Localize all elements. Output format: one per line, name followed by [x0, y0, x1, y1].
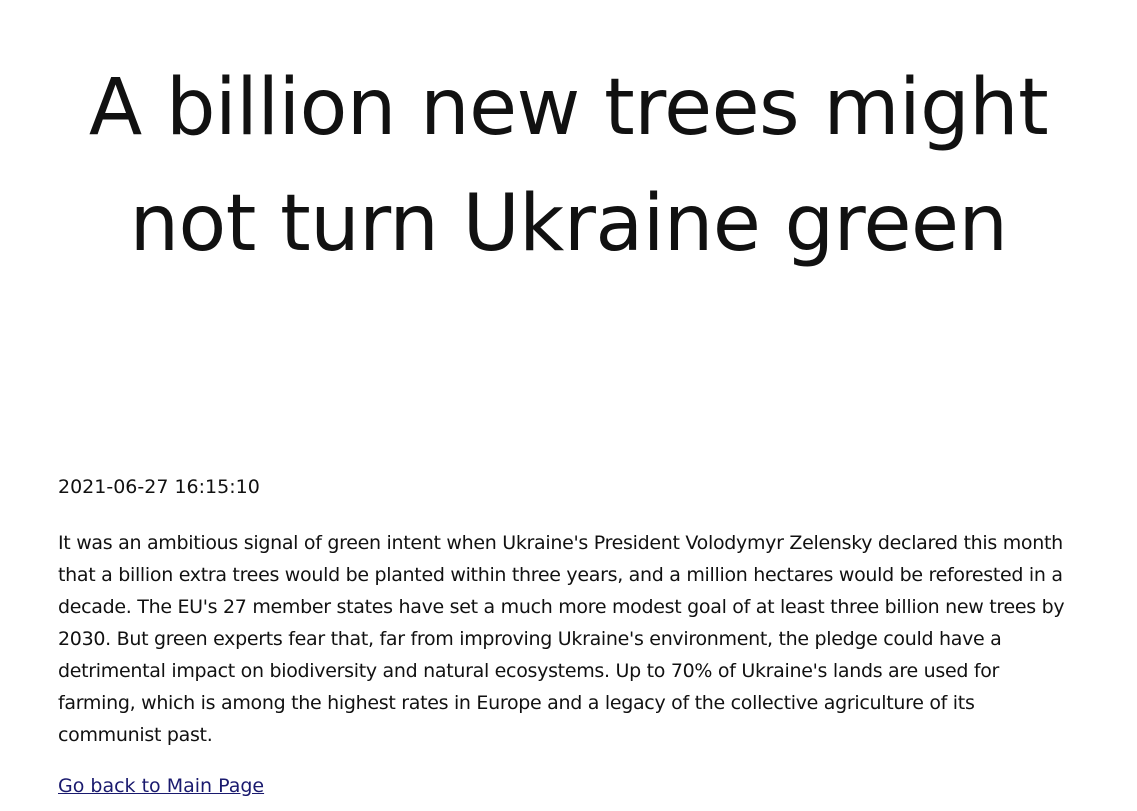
article-body: It was an ambitious signal of green inte…: [58, 532, 1065, 746]
article-title: A billion new trees might not turn Ukrai…: [88, 63, 1049, 269]
back-to-main-page-link[interactable]: Go back to Main Page: [58, 775, 265, 797]
article-timestamp: 2021-06-27 16:15:10: [58, 476, 260, 498]
